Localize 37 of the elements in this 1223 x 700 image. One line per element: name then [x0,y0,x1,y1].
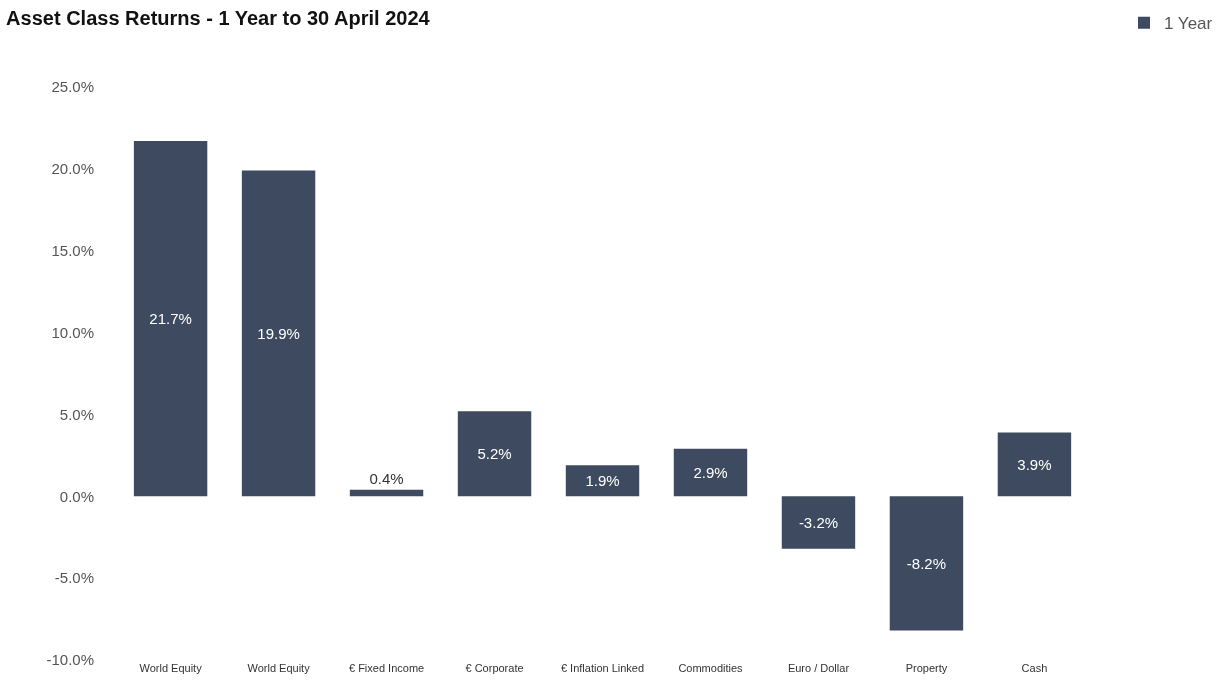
data-label: 0.4% [369,469,404,487]
y-tick-label: 25.0% [51,78,94,96]
x-tick-label: € Inflation Linked [560,662,645,674]
data-label: -3.2% [798,513,839,531]
y-tick-label: 15.0% [51,241,94,259]
bar [133,141,208,497]
legend-label: 1 Year [1164,14,1213,34]
x-tick-label: Euro / Dollar [787,662,850,674]
y-tick-label: 5.0% [59,405,94,423]
bar [673,448,748,497]
data-label: 21.7% [149,310,192,328]
bar [997,432,1072,497]
y-tick-label: 20.0% [51,160,94,178]
bar [781,496,856,549]
x-tick-label: € Fixed Income [348,662,425,674]
x-tick-label: Commodities [678,662,744,674]
y-tick-label: -5.0% [54,569,94,587]
y-tick-label: 10.0% [51,323,94,341]
x-tick-label: World Equity [139,662,203,674]
x-tick-label: World Equity [247,662,311,674]
bar [349,489,424,497]
data-label: -8.2% [906,554,947,572]
y-tick-label: -10.0% [46,651,94,669]
data-label: 2.9% [693,464,728,482]
x-tick-label: € Corporate [465,662,524,674]
bar [565,465,640,497]
bar [889,496,964,631]
y-tick-label: 0.0% [59,487,94,505]
data-label: 5.2% [477,445,512,463]
x-tick-label: Cash [1021,662,1048,674]
bar [241,170,316,497]
data-label: 3.9% [1017,455,1052,473]
data-label: 19.9% [257,324,300,342]
chart-title: Asset Class Returns - 1 Year to 30 April 2024 [6,6,431,29]
bar [457,411,532,497]
x-tick-label: Property [905,662,948,674]
data-label: 1.9% [585,472,620,490]
